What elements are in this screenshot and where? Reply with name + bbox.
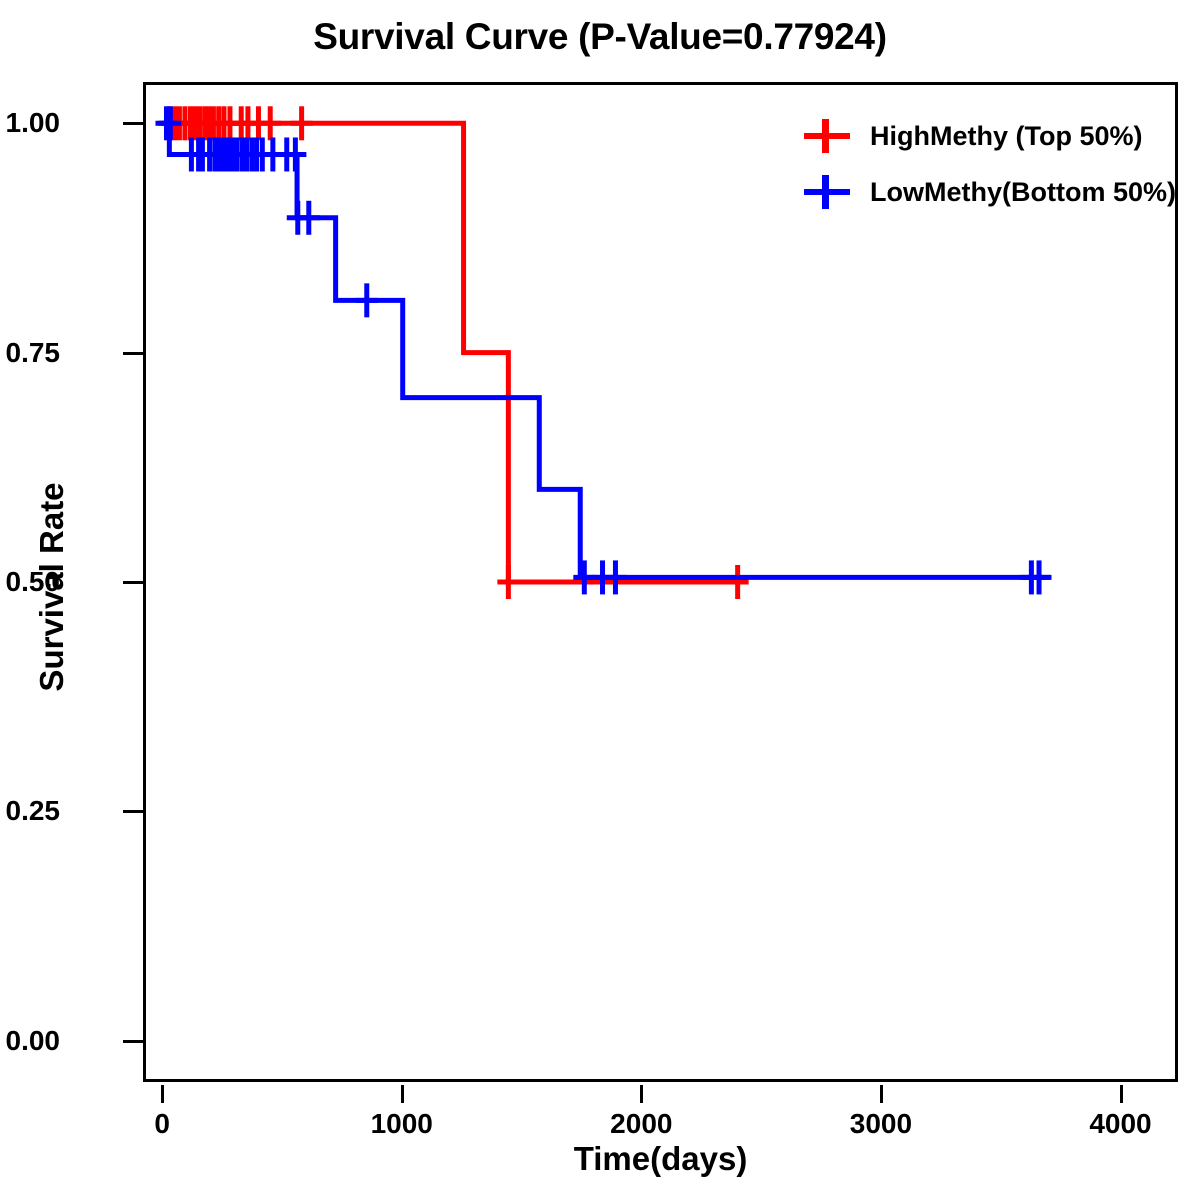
y-axis-tick-mark xyxy=(123,810,143,814)
y-axis-tick-label: 0.75 xyxy=(5,336,61,368)
x-axis-tick-label: 0 xyxy=(154,1108,170,1139)
survival-step-line xyxy=(162,120,738,585)
plus-marker-icon xyxy=(800,116,856,156)
censor-tick-marker xyxy=(726,565,749,599)
legend-item-low-methy[interactable]: LowMethy(Bottom 50%) xyxy=(800,164,1176,220)
x-axis-tick-mark xyxy=(161,1085,165,1103)
censor-tick-marker xyxy=(159,106,182,141)
y-axis-tick-mark xyxy=(123,581,143,584)
y-axis-tick-label: 0.25 xyxy=(5,795,61,827)
legend-item-high-methy[interactable]: HighMethy (Top 50%) xyxy=(800,108,1170,164)
page-title: Survival Curve (P-Value=0.77924) xyxy=(313,16,887,57)
x-axis-tick-mark xyxy=(1119,1085,1123,1103)
legend-label-low-methy: LowMethy(Bottom 50%) xyxy=(870,176,1176,207)
y-axis-tick-label: 1.00 xyxy=(5,107,61,139)
x-axis-tick-mark xyxy=(400,1085,404,1103)
censor-tick-marker xyxy=(497,565,520,599)
censor-tick-marker xyxy=(355,283,378,318)
x-axis-tick-mark xyxy=(879,1085,883,1103)
x-axis-tick-label: 2000 xyxy=(610,1108,673,1139)
legend-label-high-methy: HighMethy (Top 50%) xyxy=(870,120,1143,151)
survival-curves-svg xyxy=(155,106,1052,599)
legend: HighMethy (Top 50%) LowMethy(Bottom 50%) xyxy=(800,108,1176,220)
x-axis-label: Time(days) xyxy=(573,1140,748,1177)
x-axis-tick-mark xyxy=(640,1085,644,1103)
y-axis-tick-label: 0.50 xyxy=(5,566,61,597)
y-axis-tick-label: 0.00 xyxy=(5,1024,61,1056)
x-axis-tick-label: 3000 xyxy=(849,1108,913,1139)
censor-tick-marker xyxy=(604,560,627,595)
plus-marker-icon xyxy=(800,172,856,212)
x-axis-tick-label: 1000 xyxy=(370,1108,433,1139)
censor-tick-marker xyxy=(284,137,307,172)
censor-tick-marker xyxy=(290,106,313,141)
x-axis-tick-label: 4000 xyxy=(1089,1108,1152,1139)
censor-tick-marker xyxy=(259,106,282,141)
y-axis-tick-mark xyxy=(123,122,143,126)
y-axis-tick-mark xyxy=(123,1039,143,1043)
censor-tick-marker xyxy=(297,200,320,235)
censor-tick-marker xyxy=(1028,560,1051,595)
y-axis-tick-mark xyxy=(123,351,143,355)
